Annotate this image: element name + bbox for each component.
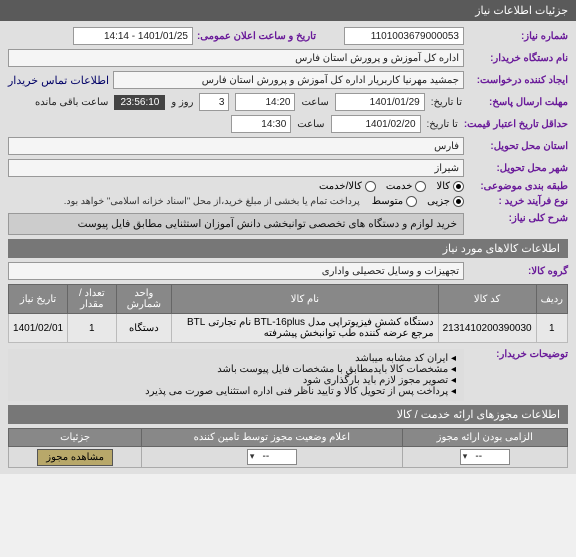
radio-goods[interactable]: کالا: [436, 181, 464, 192]
days-field: 3: [199, 93, 229, 111]
license-section-title: اطلاعات مجوزهای ارائه خدمت / کالا: [8, 405, 568, 424]
cell-qty: 1: [68, 314, 116, 343]
lic-col-mandatory: الزامی بودن ارائه مجوز: [402, 429, 568, 447]
items-section-title: اطلاعات کالاهای مورد نیاز: [8, 239, 568, 258]
requester-field: جمشید مهرنیا کاربریار اداره کل آموزش و پ…: [113, 71, 464, 89]
radio-dot-icon: [415, 181, 426, 192]
radio-dot-icon: [453, 181, 464, 192]
col-code: کد کالا: [438, 285, 536, 314]
lic-col-status: اعلام وضعیت مجوز توسط تامین کننده: [142, 429, 402, 447]
group-label: گروه کالا:: [468, 266, 568, 277]
col-row: ردیف: [536, 285, 567, 314]
radio-small[interactable]: جزیی: [427, 196, 464, 207]
countdown-timer: 23:56:10: [114, 95, 165, 110]
deadline-date: 1401/01/29: [335, 93, 425, 111]
city-field: شیراز: [8, 159, 464, 177]
radio-dot-icon: [406, 196, 417, 207]
purchase-type-group: جزیی متوسط: [372, 196, 464, 207]
deadline-label: مهلت ارسال پاسخ:: [468, 97, 568, 108]
lic-status-cell: --: [142, 447, 402, 468]
category-label: طبقه بندی موضوعی:: [468, 181, 568, 192]
category-radio-group: کالا خدمت کالا/خدمت: [319, 181, 464, 192]
purchase-note: پرداخت تمام یا بخشی از مبلغ خرید،از محل …: [64, 196, 360, 207]
col-name: نام کالا: [172, 285, 438, 314]
remaining-label: ساعت باقی مانده: [35, 97, 108, 108]
cell-code: 2131410200390030: [438, 314, 536, 343]
buyer-notes-label: توضیحات خریدار:: [468, 349, 568, 360]
license-table: الزامی بودن ارائه مجوز اعلام وضعیت مجوز …: [8, 428, 568, 468]
group-field: تجهیزات و وسایل تحصیلی واداری: [8, 262, 464, 280]
radio-dot-icon: [453, 196, 464, 207]
time-label-1: ساعت: [301, 97, 328, 108]
radio-service[interactable]: خدمت: [386, 181, 427, 192]
need-desc-text: خرید لوازم و دستگاه های تخصصی توانبخشی د…: [8, 213, 464, 235]
city-label: شهر محل تحویل:: [468, 163, 568, 174]
panel-header: جزئیات اطلاعات نیاز: [0, 0, 576, 21]
view-license-button[interactable]: مشاهده مجوز: [37, 449, 113, 466]
lic-details-cell: مشاهده مجوز: [9, 447, 142, 468]
lic-mandatory-cell: --: [402, 447, 568, 468]
need-no-label: شماره نیاز:: [468, 31, 568, 42]
announce-field: 1401/01/25 - 14:14: [73, 27, 193, 45]
need-no-field: 1101003679000053: [344, 27, 464, 45]
table-row: 1 2131410200390030 دستگاه کشش فیزیوتراپی…: [9, 314, 568, 343]
deadline-time: 14:20: [235, 93, 295, 111]
valid-until-time: 14:30: [231, 115, 291, 133]
radio-goods-label: کالا: [436, 181, 450, 192]
panel-title: جزئیات اطلاعات نیاز: [475, 5, 568, 17]
province-label: استان محل تحویل:: [468, 141, 568, 152]
buyer-org-label: نام دستگاه خریدار:: [468, 53, 568, 64]
license-row: -- -- مشاهده مجوز: [9, 447, 568, 468]
buyer-notes-box: ایران کد مشابه میباشد مشخصات کالا بایدمط…: [8, 349, 464, 401]
valid-until-date: 1401/02/20: [331, 115, 421, 133]
days-unit: روز و: [171, 97, 193, 108]
note-line: مشخصات کالا بایدمطابق با مشخصات فایل پیو…: [16, 364, 456, 375]
contact-link[interactable]: اطلاعات تماس خریدار: [8, 74, 109, 87]
valid-until-prefix: تا تاریخ:: [427, 119, 458, 130]
note-line: ایران کد مشابه میباشد: [16, 353, 456, 364]
time-label-2: ساعت: [297, 119, 324, 130]
cell-name: دستگاه کشش فیزیوتراپی مدل BTL-16plus نام…: [172, 314, 438, 343]
mandatory-dropdown[interactable]: --: [460, 449, 510, 465]
note-line: تصویر مجوز لازم باید بارگذاری شود: [16, 375, 456, 386]
province-field: فارس: [8, 137, 464, 155]
note-line: پرداخت پس از تحویل کالا و تایید ناظر فنی…: [16, 386, 456, 397]
radio-medium[interactable]: متوسط: [372, 196, 417, 207]
cell-date: 1401/02/01: [9, 314, 68, 343]
need-desc-label: شرح کلی نیاز:: [468, 213, 568, 235]
deadline-prefix: تا تاریخ:: [431, 97, 462, 108]
announce-label: تاریخ و ساعت اعلان عمومی:: [197, 31, 316, 42]
status-dropdown[interactable]: --: [247, 449, 297, 465]
radio-goodsservice-label: کالا/خدمت: [319, 181, 362, 192]
radio-goodsservice[interactable]: کالا/خدمت: [319, 181, 376, 192]
radio-medium-label: متوسط: [372, 196, 403, 207]
radio-service-label: خدمت: [386, 181, 413, 192]
items-table: ردیف کد کالا نام کالا واحد شمارش تعداد /…: [8, 284, 568, 343]
col-unit: واحد شمارش: [116, 285, 172, 314]
cell-idx: 1: [536, 314, 567, 343]
col-qty: تعداد / مقدار: [68, 285, 116, 314]
main-panel: شماره نیاز: 1101003679000053 تاریخ و ساع…: [0, 21, 576, 474]
radio-dot-icon: [365, 181, 376, 192]
radio-small-label: جزیی: [427, 196, 450, 207]
buyer-org-field: اداره کل آموزش و پرورش استان فارس: [8, 49, 464, 67]
requester-label: ایجاد کننده درخواست:: [468, 75, 568, 86]
valid-until-label: حداقل تاریخ اعتبار قیمت:: [464, 119, 568, 130]
col-date: تاریخ نیاز: [9, 285, 68, 314]
lic-col-details: جزئیات: [9, 429, 142, 447]
cell-unit: دستگاه: [116, 314, 172, 343]
purchase-type-label: نوع فرآیند خرید :: [468, 196, 568, 207]
